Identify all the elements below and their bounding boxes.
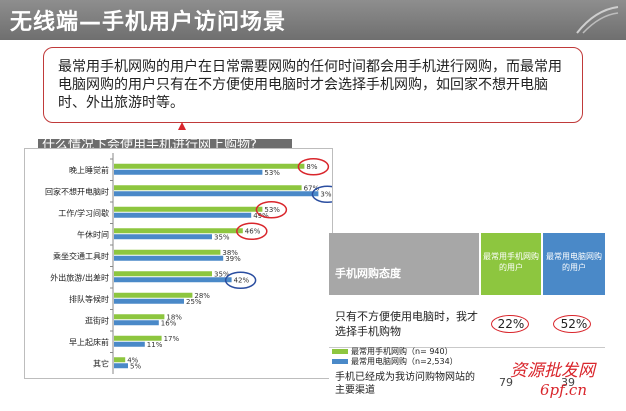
bar-mobile xyxy=(114,185,302,191)
bar-mobile xyxy=(114,206,263,212)
data-label: 3% xyxy=(320,190,331,198)
bar-pc xyxy=(114,363,128,369)
highlight-oval xyxy=(311,185,332,203)
decorative-swoosh-icon xyxy=(576,6,619,34)
category-label: 外出旅游/出差时 xyxy=(50,272,109,282)
bar-pc xyxy=(114,212,252,218)
data-label: 35% xyxy=(214,233,230,241)
bar-pc xyxy=(114,277,232,283)
watermark-url: 6pf.cn xyxy=(540,381,587,399)
category-label: 午休时间 xyxy=(77,229,109,239)
data-label: 4% xyxy=(127,356,138,364)
summary-callout: 最常用手机网购的用户在日常需要网购的任何时间都会用手机进行网购，而最常用电脑网购… xyxy=(43,47,583,123)
data-label: 8% xyxy=(306,163,317,171)
bar-pc xyxy=(114,169,263,175)
table-cell-pc: 39 xyxy=(561,376,575,389)
data-label: 28% xyxy=(194,292,210,300)
highlight-oval xyxy=(255,201,288,219)
chart-legend: 最常用手机网购（n= 940） 最常用电脑网购（n=2,534） xyxy=(332,347,482,367)
category-label: 逛街时 xyxy=(85,315,109,325)
table-row-label: 只有不方便使用电脑时，我才选择手机购物 xyxy=(335,310,478,338)
data-label: 53% xyxy=(264,206,280,214)
data-label: 5% xyxy=(130,362,141,370)
attitude-table: 手机网购态度 最常用手机网购的用户 最常用电脑网购的用户 只有不方便使用电脑时，… xyxy=(329,233,609,411)
bar-pc xyxy=(114,320,159,326)
bar-mobile xyxy=(114,357,126,363)
table-divider xyxy=(329,347,605,348)
data-label: 38% xyxy=(222,249,238,257)
data-label: 67% xyxy=(304,184,320,192)
data-label: 53% xyxy=(264,169,280,177)
data-label: 16% xyxy=(161,319,177,327)
table-header-mobile: 最常用手机网购的用户 xyxy=(481,233,541,295)
data-label: 17% xyxy=(164,335,180,343)
bar-mobile xyxy=(114,292,193,298)
bar-pc xyxy=(114,191,319,197)
title-band xyxy=(0,0,626,40)
summary-text: 最常用手机网购的用户在日常需要网购的任何时间都会用手机进行网购，而最常用电脑网购… xyxy=(58,59,562,111)
legend-item-pc: 最常用电脑网购（n=2,534） xyxy=(332,357,482,367)
bar-mobile xyxy=(114,314,165,320)
legend-swatch-mobile xyxy=(332,349,348,354)
category-label: 其它 xyxy=(93,358,109,368)
watermark-text: 资源批发网 xyxy=(510,361,595,381)
bar-mobile xyxy=(114,249,221,255)
bar-mobile xyxy=(114,335,162,341)
category-label: 排队等候时 xyxy=(69,294,109,304)
data-label: 39% xyxy=(225,255,241,263)
category-label: 回家不想开电脑时 xyxy=(45,186,109,196)
highlight-oval xyxy=(224,271,257,289)
highlight-oval xyxy=(297,158,330,176)
bar-mobile xyxy=(114,163,305,169)
highlight-oval xyxy=(553,315,591,333)
callout-pointer-icon xyxy=(178,122,186,130)
legend-swatch-pc xyxy=(332,359,348,364)
legend-label: 最常用手机网购（n= 940） xyxy=(351,347,453,356)
bar-pc xyxy=(114,341,145,347)
data-label: 35% xyxy=(214,270,230,278)
bar-pc xyxy=(114,234,212,240)
highlight-oval xyxy=(491,315,529,333)
data-label: 18% xyxy=(166,313,182,321)
bar-chart: 晚上睡觉前 8%53%回家不想开电脑时 67%3%工作/学习间歇 53%49%午休时间… xyxy=(45,153,332,374)
data-label: 42% xyxy=(234,276,250,284)
category-label: 早上起床前 xyxy=(69,337,109,347)
legend-item-mobile: 最常用手机网购（n= 940） xyxy=(332,347,482,357)
bar-mobile xyxy=(114,271,212,277)
page-title: 无线端—手机用户访问场景 xyxy=(10,10,287,35)
data-label: 11% xyxy=(147,341,163,349)
data-label: 25% xyxy=(186,298,202,306)
table-header-attitude: 手机网购态度 xyxy=(329,233,479,295)
bar-pc xyxy=(114,255,224,261)
bar-pc xyxy=(114,298,184,304)
bar-mobile xyxy=(114,228,243,234)
table-row-label: 手机已经成为我访问购物网站的主要渠道 xyxy=(335,372,475,396)
category-label: 晚上睡觉前 xyxy=(69,165,109,175)
data-label: 46% xyxy=(245,227,261,235)
table-cell-mobile: 79 xyxy=(499,376,513,389)
bar-chart-frame: 晚上睡觉前 8% 53% 回家不想开电脑时 67% 3% 工作/学习间歇 53% 49% 午休时间… xyxy=(24,148,333,379)
table-header-pc: 最常用电脑网购的用户 xyxy=(543,233,605,295)
category-label: 工作/学习间歇 xyxy=(58,208,109,218)
highlight-oval xyxy=(236,222,268,240)
category-label: 乘坐交通工具时 xyxy=(53,251,109,261)
legend-label: 最常用电脑网购（n=2,534） xyxy=(351,357,458,366)
